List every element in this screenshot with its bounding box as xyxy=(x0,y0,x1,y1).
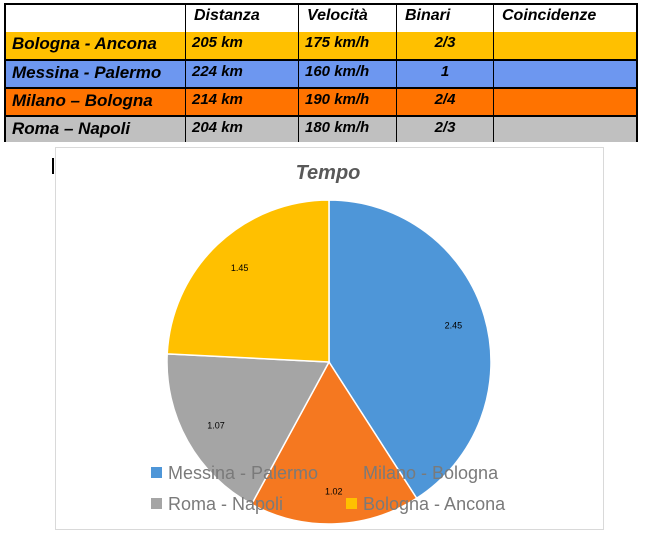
pie-slice-bologna-ancona xyxy=(166,199,330,363)
table-row: Milano – Bologna 214 km 190 km/h 2/4 xyxy=(6,89,636,117)
table-row: Bologna - Ancona 205 km 175 km/h 2/3 xyxy=(6,32,636,61)
route-velocita: 190 km/h xyxy=(299,89,397,115)
legend-swatch xyxy=(151,498,162,509)
route-binari: 2/3 xyxy=(397,117,494,142)
route-coincidenze xyxy=(494,32,636,59)
route-name: Milano – Bologna xyxy=(6,89,186,115)
pie-chart: Tempo 2.45 1.02 1.07 1.45 Messina - Palermo… xyxy=(151,162,506,525)
route-distanza: 214 km xyxy=(186,89,299,115)
header-cell-coincidenze: Coincidenze xyxy=(502,7,597,24)
legend-label: Bologna - Ancona xyxy=(363,494,506,514)
cursor-mark xyxy=(52,158,54,174)
legend-label: Roma - Napoli xyxy=(168,494,283,514)
route-name: Messina - Palermo xyxy=(6,61,186,87)
header-cell-binari: Binari xyxy=(397,5,494,32)
route-coincidenze xyxy=(494,61,636,87)
legend-swatch xyxy=(151,467,162,478)
legend-swatch xyxy=(346,467,357,478)
header-cell-distanza: Distanza xyxy=(186,5,299,32)
slice-value-label: 2.45 xyxy=(445,320,463,330)
route-name: Roma – Napoli xyxy=(6,117,186,142)
route-coincidenze xyxy=(494,89,636,115)
table-row: Roma – Napoli 204 km 180 km/h 2/3 xyxy=(6,117,636,142)
route-name: Bologna - Ancona xyxy=(6,32,186,59)
pie-chart-frame: Tempo 2.45 1.02 1.07 1.45 Messina - Palermo… xyxy=(55,147,604,530)
routes-table: Distanza Velocità Binari Coincidenze Bol… xyxy=(4,3,638,142)
slice-value-label: 1.07 xyxy=(207,420,225,430)
route-velocita: 180 km/h xyxy=(299,117,397,142)
chart-legend: Messina - Palermo Milano - Bologna Roma - … xyxy=(151,463,506,514)
legend-swatch xyxy=(346,498,357,509)
route-velocita: 175 km/h xyxy=(299,32,397,59)
pie-slice-milano-bologna xyxy=(250,360,418,525)
legend-label: Milano - Bologna xyxy=(363,463,499,483)
route-binari: 2/3 xyxy=(397,32,494,59)
pie-slices xyxy=(166,199,492,525)
slice-value-label: 1.02 xyxy=(325,487,343,497)
table-row: Messina - Palermo 224 km 160 km/h 1 xyxy=(6,61,636,89)
slice-value-label: 1.45 xyxy=(231,263,249,273)
route-coincidenze xyxy=(494,117,636,142)
route-distanza: 204 km xyxy=(186,117,299,142)
route-binari: 2/4 xyxy=(397,89,494,115)
table-header-row: Distanza Velocità Binari Coincidenze xyxy=(6,5,636,34)
route-distanza: 205 km xyxy=(186,32,299,59)
header-cell-velocita: Velocità xyxy=(299,5,397,32)
header-cell-route xyxy=(6,5,186,32)
route-binari: 1 xyxy=(397,61,494,87)
pie-slice-roma-napoli xyxy=(166,353,331,506)
route-distanza: 224 km xyxy=(186,61,299,87)
chart-title: Tempo xyxy=(296,162,361,184)
route-velocita: 160 km/h xyxy=(299,61,397,87)
slice-labels: 2.45 1.02 1.07 1.45 xyxy=(207,263,462,496)
legend-label: Messina - Palermo xyxy=(168,463,318,483)
